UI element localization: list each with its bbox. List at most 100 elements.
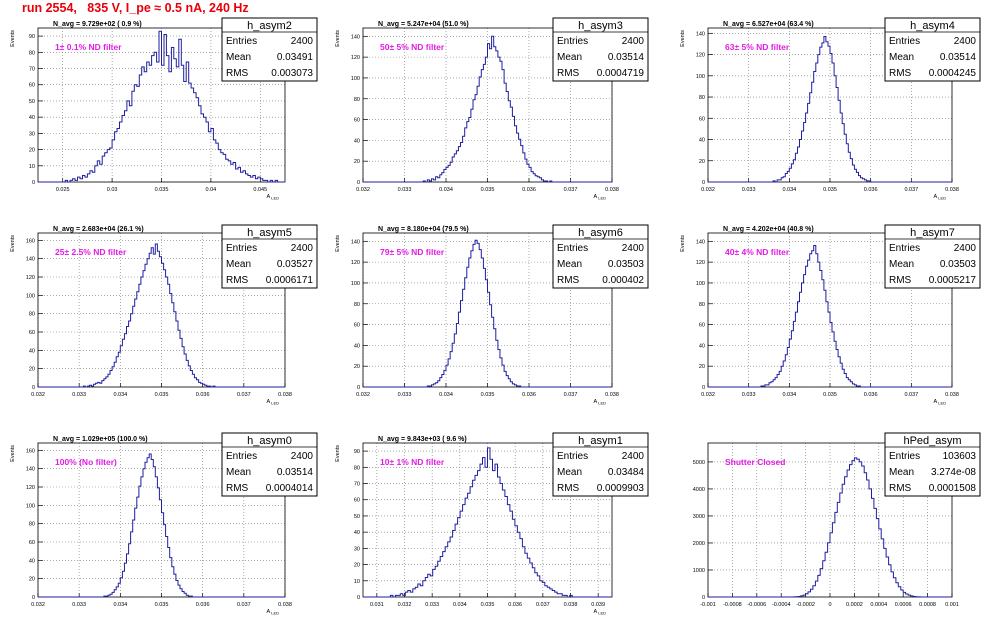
x-tick-label: 0.036	[508, 602, 522, 608]
stats-value: 0.03514	[608, 52, 645, 63]
x-tick-label: 0.034	[782, 187, 796, 193]
y-tick-label: 20	[354, 563, 360, 569]
x-tick-label: 0.033	[72, 602, 86, 608]
stats-key: Entries	[889, 243, 920, 254]
navg-label: N_avg = 8.180e+04 (79.5 %)	[378, 226, 469, 233]
filter-label: 63± 5% ND filter	[725, 42, 790, 52]
x-tick-label: 0.04	[206, 187, 217, 193]
x-tick-label: 0.036	[864, 392, 878, 398]
y-tick-label: 0	[32, 385, 35, 391]
stats-key: Entries	[226, 36, 257, 47]
y-tick-label: 0	[702, 595, 705, 601]
y-axis-label: Events	[10, 30, 16, 47]
y-tick-label: 100	[696, 74, 705, 80]
stats-value: 0.03514	[940, 52, 977, 63]
x-tick-label: 0.0004	[870, 602, 887, 608]
x-tick-label: 0.033	[425, 602, 439, 608]
stats-key: Entries	[557, 36, 588, 47]
stats-value: 2400	[291, 243, 314, 254]
stats-title: h_asym6	[578, 227, 623, 239]
x-tick-label: 0.035	[481, 392, 495, 398]
stats-value: 2400	[622, 36, 645, 47]
y-tick-label: 60	[29, 540, 35, 546]
stats-title: h_asym0	[247, 435, 292, 447]
x-tick-label: 0.038	[945, 187, 959, 193]
y-tick-label: 80	[354, 97, 360, 103]
histogram-pad-h_asym1: 0.031 0.032 0.033 0.034 0.035 0.036 0.037 0.038…	[335, 432, 649, 616]
x-tick-label: 0.033	[72, 392, 86, 398]
y-axis-label: Events	[10, 235, 16, 252]
x-tick-label: 0.038	[278, 602, 292, 608]
run-title: run 2554, 835 V, I_pe ≈ 0.5 nA, 240 Hz	[22, 1, 249, 15]
x-tick-label: 0.03	[107, 187, 118, 193]
y-tick-label: 40	[29, 348, 35, 354]
x-tick-label: 0.037	[564, 392, 578, 398]
histogram-h_asym0	[38, 453, 285, 598]
x-tick-label: 0.034	[439, 187, 453, 193]
y-tick-label: 80	[699, 95, 705, 101]
stats-value: 0.0009903	[597, 483, 645, 494]
y-tick-label: 10	[29, 164, 35, 170]
x-tick-label: 0.037	[237, 602, 251, 608]
y-tick-label: 10	[354, 579, 360, 585]
stats-box	[221, 432, 318, 497]
stats-value: 103603	[943, 451, 977, 462]
x-tick-label: 0.034	[113, 602, 127, 608]
y-tick-label: 60	[29, 330, 35, 336]
y-tick-label: 20	[699, 159, 705, 165]
x-tick-label: -0.0008	[723, 602, 742, 608]
stats-value: 0.000402	[602, 275, 644, 286]
y-tick-label: 80	[354, 465, 360, 471]
y-tick-label: 40	[354, 343, 360, 349]
y-tick-label: 30	[29, 131, 35, 137]
histogram-pad-h_asym4: 0.032 0.033 0.034 0.035 0.036 0.037 0.038 0 20 40…	[680, 17, 981, 201]
x-tick-label: 0.001	[945, 602, 959, 608]
stats-value: 0.0005217	[929, 275, 977, 286]
x-tick-label: 0.032	[356, 187, 370, 193]
y-tick-label: 20	[29, 148, 35, 154]
stats-value: 2400	[954, 243, 977, 254]
y-tick-label: 60	[354, 323, 360, 329]
filter-label: 25± 2.5% ND filter	[55, 247, 127, 257]
y-tick-label: 0	[357, 180, 360, 186]
stats-value: 2400	[291, 451, 314, 462]
y-tick-label: 100	[26, 293, 35, 299]
x-tick-label: 0.0002	[846, 602, 863, 608]
y-tick-label: 40	[699, 138, 705, 144]
y-axis-label: Events	[335, 235, 341, 252]
y-tick-label: 5000	[693, 460, 705, 466]
y-tick-label: 70	[354, 482, 360, 488]
x-axis-label: ALED	[594, 609, 607, 616]
navg-label: N_avg = 9.843e+03 ( 9.6 %)	[378, 436, 467, 443]
y-tick-label: 1000	[693, 568, 705, 574]
x-tick-label: 0.032	[31, 392, 45, 398]
stats-value: 0.03491	[277, 52, 314, 63]
y-axis-label: Events	[335, 30, 341, 47]
filter-label: 1± 0.1% ND filter	[55, 42, 122, 52]
stats-value: 0.03503	[940, 259, 977, 270]
histogram-h_asym1	[363, 447, 612, 598]
stats-box	[552, 224, 649, 289]
navg-label: N_avg = 6.527e+04 (63.4 %)	[723, 21, 814, 28]
stats-title: h_asym7	[910, 227, 955, 239]
stats-value: 0.0001508	[929, 483, 977, 494]
stats-value: 0.0004014	[266, 483, 314, 494]
filter-label: Shutter Closed	[725, 457, 785, 467]
histogram-h_asym6	[363, 239, 612, 388]
y-tick-label: 80	[29, 522, 35, 528]
x-tick-label: -0.0004	[772, 602, 791, 608]
stats-title: h_asym4	[910, 20, 955, 32]
filter-label: 79± 5% ND filter	[380, 247, 445, 257]
y-tick-label: 60	[699, 323, 705, 329]
y-tick-label: 20	[29, 577, 35, 583]
x-tick-label: 0.038	[278, 392, 292, 398]
stats-box	[221, 17, 318, 82]
y-tick-label: 20	[354, 159, 360, 165]
x-tick-label: 0.037	[904, 392, 918, 398]
y-tick-label: 70	[29, 67, 35, 73]
y-tick-label: 60	[29, 83, 35, 89]
stats-title: h_asym2	[247, 20, 292, 32]
x-tick-label: 0.036	[522, 187, 536, 193]
x-tick-label: 0.025	[56, 187, 70, 193]
